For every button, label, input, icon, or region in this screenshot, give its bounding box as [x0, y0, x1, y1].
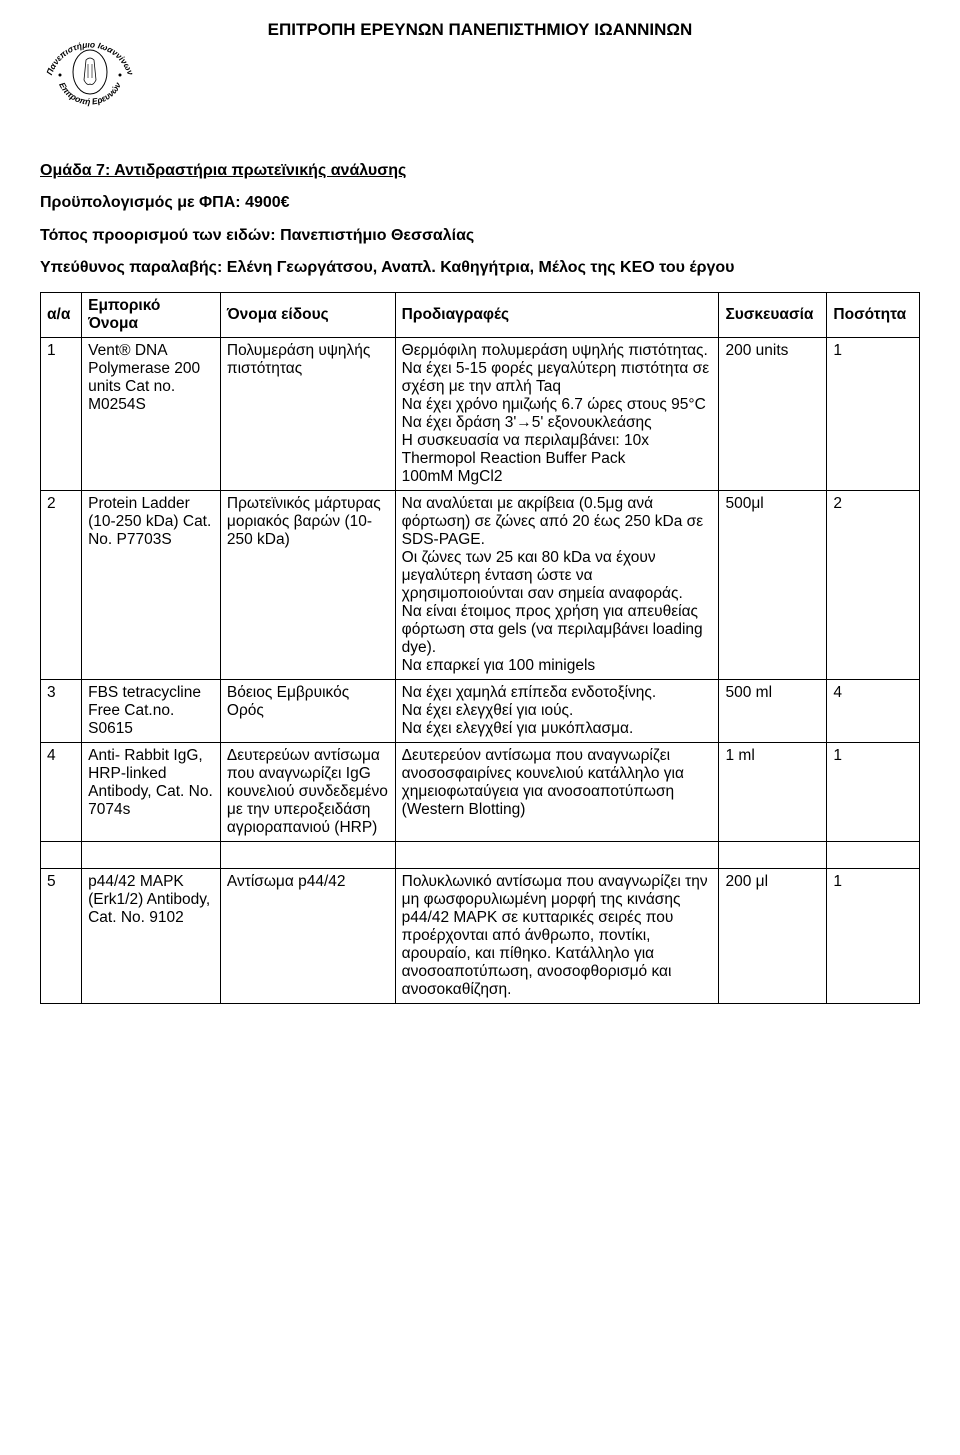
table-row: 3FBS tetracycline Free Cat.no. S0615Βόει…: [41, 679, 920, 742]
cell-pack: 200 μl: [719, 868, 827, 1003]
cell-emporiko: Anti- Rabbit IgG, HRP-linked Antibody, C…: [82, 742, 221, 841]
cell-emporiko: FBS tetracycline Free Cat.no. S0615: [82, 679, 221, 742]
cell-aa: 2: [41, 490, 82, 679]
cell-pack: 200 units: [719, 337, 827, 490]
cell-qty: 1: [827, 337, 920, 490]
cell-spec: Θερμόφιλη πολυμεράση υψηλής πιστότητας. …: [395, 337, 719, 490]
cell-qty: 1: [827, 868, 920, 1003]
cell-onoma: Αντίσωμα p44/42: [220, 868, 395, 1003]
table-row-spacer: [41, 841, 920, 868]
cell-qty: 2: [827, 490, 920, 679]
cell-qty: 1: [827, 742, 920, 841]
table-header-row: α/α Εμπορικό Όνομα Όνομα είδους Προδιαγρ…: [41, 292, 920, 337]
intro-block: Ομάδα 7: Αντιδραστήρια πρωτεϊνικής ανάλυ…: [40, 160, 920, 280]
cell-pack: 500μl: [719, 490, 827, 679]
cell-pack: 500 ml: [719, 679, 827, 742]
cell-emporiko: Protein Ladder (10-250 kDa) Cat. No. P77…: [82, 490, 221, 679]
table-row: 4Anti- Rabbit IgG, HRP-linked Antibody, …: [41, 742, 920, 841]
budget-label: Προϋπολογισμός με ΦΠΑ:: [40, 194, 241, 211]
destination-line: Τόπος προορισμού των ειδών: Πανεπιστήμιο…: [40, 225, 920, 247]
cell-emporiko: p44/42 MAPK (Erk1/2) Antibody, Cat. No. …: [82, 868, 221, 1003]
table-row: 5p44/42 MAPK (Erk1/2) Antibody, Cat. No.…: [41, 868, 920, 1003]
group-title: Ομάδα 7: Αντιδραστήρια πρωτεϊνικής ανάλυ…: [40, 160, 920, 182]
destination-label: Τόπος προορισμού των ειδών:: [40, 227, 276, 244]
cell-aa: 3: [41, 679, 82, 742]
budget-line: Προϋπολογισμός με ΦΠΑ: 4900€: [40, 192, 920, 214]
cell-onoma: Βόειος Εμβρυικός Ορός: [220, 679, 395, 742]
destination-value: Πανεπιστήμιο Θεσσαλίας: [280, 227, 474, 244]
col-qty: Ποσότητα: [827, 292, 920, 337]
page-header: Πανεπιστήμιο Ιωαννίνων Επιτροπή Ερευνών …: [40, 20, 920, 120]
cell-spec: Δευτερεύον αντίσωμα που αναγνωρίζει ανοσ…: [395, 742, 719, 841]
cell-pack: 1 ml: [719, 742, 827, 841]
cell-onoma: Πρωτεϊνικός μάρτυρας μοριακός βαρών (10-…: [220, 490, 395, 679]
cell-spec: Να έχει χαμηλά επίπεδα ενδοτοξίνης. Να έ…: [395, 679, 719, 742]
cell-qty: 4: [827, 679, 920, 742]
cell-spec: Πολυκλωνικό αντίσωμα που αναγνωρίζει την…: [395, 868, 719, 1003]
cell-aa: 1: [41, 337, 82, 490]
cell-emporiko: Vent® DNA Polymerase 200 units Cat no. M…: [82, 337, 221, 490]
col-pack: Συσκευασία: [719, 292, 827, 337]
receiver-line: Υπεύθυνος παραλαβής: Ελένη Γεωργάτσου, Α…: [40, 257, 920, 279]
table-body: 1Vent® DNA Polymerase 200 units Cat no. …: [41, 337, 920, 1003]
cell-spec: Να αναλύεται με ακρίβεια (0.5μg ανά φόρτ…: [395, 490, 719, 679]
table-row: 2Protein Ladder (10-250 kDa) Cat. No. P7…: [41, 490, 920, 679]
budget-value: 4900€: [245, 194, 290, 211]
cell-onoma: Δευτερεύων αντίσωμα που αναγνωρίζει IgG …: [220, 742, 395, 841]
cell-aa: 5: [41, 868, 82, 1003]
receiver-value: Ελένη Γεωργάτσου, Αναπλ. Καθηγήτρια, Μέλ…: [227, 259, 735, 276]
col-emporiko: Εμπορικό Όνομα: [82, 292, 221, 337]
receiver-label: Υπεύθυνος παραλαβής:: [40, 259, 222, 276]
cell-aa: 4: [41, 742, 82, 841]
col-onoma: Όνομα είδους: [220, 292, 395, 337]
col-spec: Προδιαγραφές: [395, 292, 719, 337]
table-row: 1Vent® DNA Polymerase 200 units Cat no. …: [41, 337, 920, 490]
specs-table: α/α Εμπορικό Όνομα Όνομα είδους Προδιαγρ…: [40, 292, 920, 1004]
institution-title: ΕΠΙΤΡΟΠΗ ΕΡΕΥΝΩΝ ΠΑΝΕΠΙΣΤΗΜΙΟΥ ΙΩΑΝΝΙΝΩΝ: [40, 20, 920, 40]
cell-onoma: Πολυμεράση υψηλής πιστότητας: [220, 337, 395, 490]
col-aa: α/α: [41, 292, 82, 337]
